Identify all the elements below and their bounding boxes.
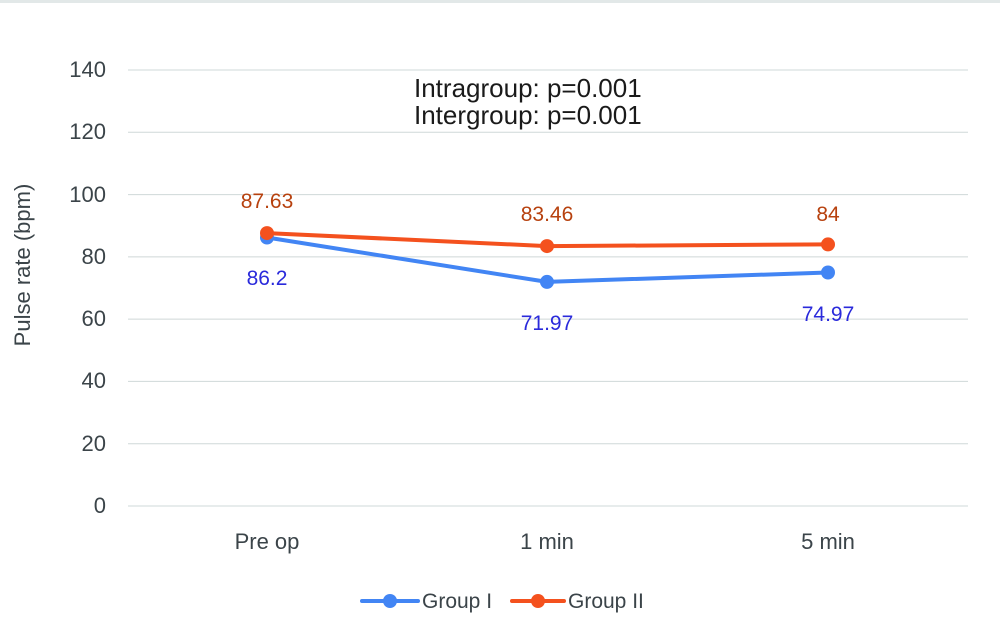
svg-text:Pulse rate (bpm): Pulse rate (bpm) xyxy=(10,184,35,347)
svg-text:40: 40 xyxy=(82,368,106,393)
svg-text:86.2: 86.2 xyxy=(247,267,288,290)
svg-text:71.97: 71.97 xyxy=(521,312,574,335)
svg-text:74.97: 74.97 xyxy=(802,303,855,326)
svg-text:83.46: 83.46 xyxy=(521,203,574,226)
svg-text:Intergroup: p=0.001: Intergroup: p=0.001 xyxy=(414,100,642,130)
svg-text:0: 0 xyxy=(94,493,106,518)
svg-text:Group I: Group I xyxy=(422,590,492,613)
svg-text:Intragroup: p=0.001: Intragroup: p=0.001 xyxy=(414,73,642,103)
svg-text:60: 60 xyxy=(82,306,106,331)
svg-text:87.63: 87.63 xyxy=(241,190,294,213)
svg-text:1 min: 1 min xyxy=(520,529,574,554)
svg-text:84: 84 xyxy=(816,203,840,226)
svg-text:5 min: 5 min xyxy=(801,529,855,554)
svg-text:140: 140 xyxy=(69,57,106,82)
svg-text:120: 120 xyxy=(69,119,106,144)
svg-text:80: 80 xyxy=(82,244,106,269)
svg-text:100: 100 xyxy=(69,182,106,207)
svg-text:Group II: Group II xyxy=(568,590,644,613)
svg-text:20: 20 xyxy=(82,431,106,456)
svg-text:Pre op: Pre op xyxy=(235,529,300,554)
